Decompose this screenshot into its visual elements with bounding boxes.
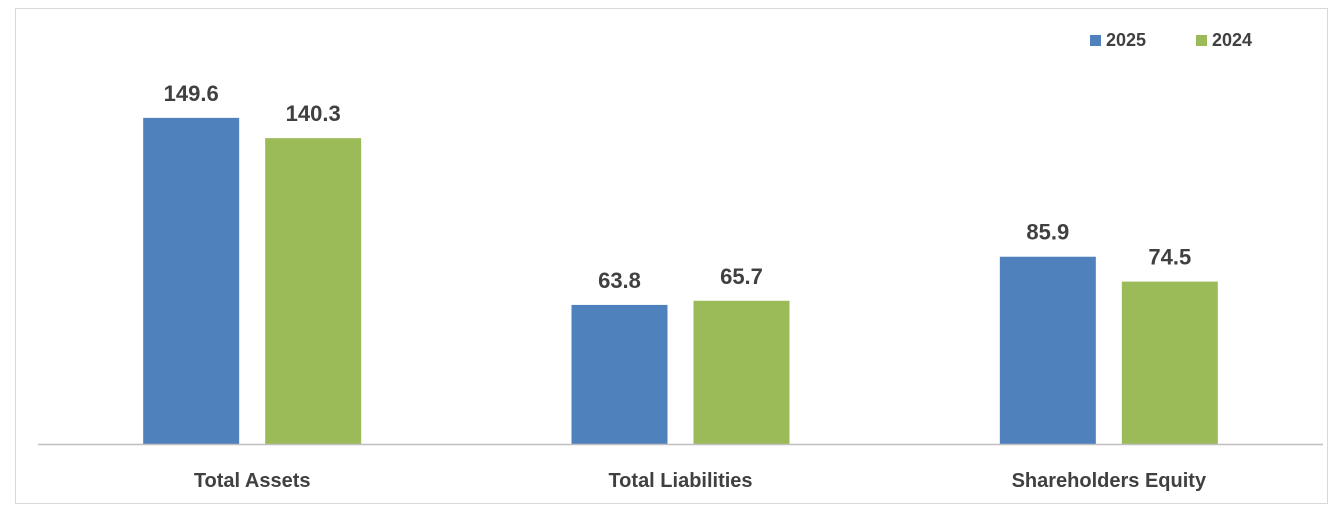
bar-shareholders-equity-2024 (1121, 281, 1218, 444)
bar-total-assets-2025 (143, 117, 240, 444)
data-label-total-liabilities-2025: 63.8 (598, 268, 641, 293)
legend-label-2024: 2024 (1212, 30, 1252, 50)
data-labels-group: 149.6 140.3 63.8 65.7 85.9 74.5 (164, 81, 1192, 293)
bar-shareholders-equity-2025 (999, 256, 1096, 444)
x-tick-labels-group: Total Assets Total Liabilities Shareholder… (194, 470, 1207, 492)
legend-swatch-2025 (1090, 35, 1101, 46)
data-label-shareholders-equity-2025: 85.9 (1026, 220, 1069, 245)
legend-label-2025: 2025 (1106, 30, 1146, 50)
x-tick-label: Total Liabilities (608, 470, 752, 492)
x-tick-label: Shareholders Equity (1012, 470, 1207, 492)
bar-total-liabilities-2024 (693, 300, 790, 444)
x-tick-label: Total Assets (194, 470, 311, 492)
bar-chart: 2025 2024 149.6 140.3 63.8 65.7 85.9 74.5 Tota… (38, 30, 1323, 492)
data-label-total-assets-2024: 140.3 (286, 101, 341, 126)
chart-frame: 2025 2024 149.6 140.3 63.8 65.7 85.9 74.5 Tota… (15, 8, 1328, 504)
bar-total-assets-2024 (265, 138, 362, 444)
data-label-total-assets-2025: 149.6 (164, 81, 219, 106)
data-label-total-liabilities-2024: 65.7 (720, 264, 763, 289)
data-label-shareholders-equity-2024: 74.5 (1148, 245, 1191, 270)
bars-group (143, 117, 1218, 444)
legend-swatch-2024 (1196, 35, 1207, 46)
bar-total-liabilities-2025 (571, 304, 668, 444)
legend: 2025 2024 (1090, 30, 1252, 50)
